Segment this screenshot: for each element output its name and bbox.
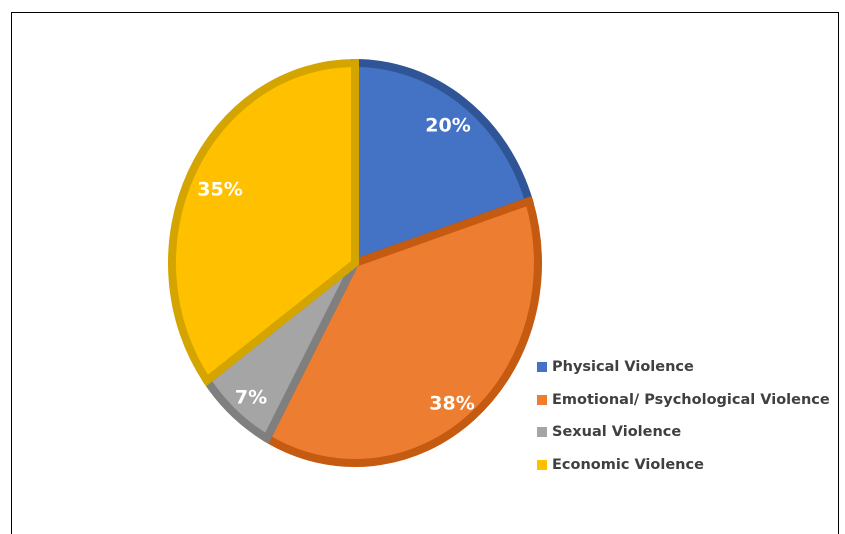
pie-data-labels: 20% 38% 7% 35% (197, 115, 474, 415)
legend-label: Sexual Violence (552, 424, 682, 441)
legend-item-sexual-violence: Sexual Violence (537, 416, 830, 449)
legend-item-emotional-psychological-violence: Emotional/ Psychological Violence (537, 384, 830, 417)
legend-swatch (537, 427, 547, 438)
data-label: 20% (425, 115, 470, 137)
legend-label: Economic Violence (552, 456, 704, 473)
legend: Physical Violence Emotional/ Psychologic… (537, 351, 830, 481)
data-label: 35% (197, 179, 242, 201)
legend-label: Emotional/ Psychological Violence (552, 391, 830, 408)
legend-label: Physical Violence (552, 359, 694, 376)
pie-slice-emotional-psychological-violence (261, 196, 542, 467)
legend-item-physical-violence: Physical Violence (537, 351, 830, 384)
legend-swatch (537, 394, 547, 405)
legend-swatch (537, 362, 547, 373)
legend-item-economic-violence: Economic Violence (537, 449, 830, 482)
pie-slices (168, 58, 542, 467)
legend-swatch (537, 459, 547, 470)
pie-slice-economic-violence (168, 58, 359, 387)
data-label: 38% (429, 393, 474, 415)
data-label: 7% (235, 387, 267, 409)
